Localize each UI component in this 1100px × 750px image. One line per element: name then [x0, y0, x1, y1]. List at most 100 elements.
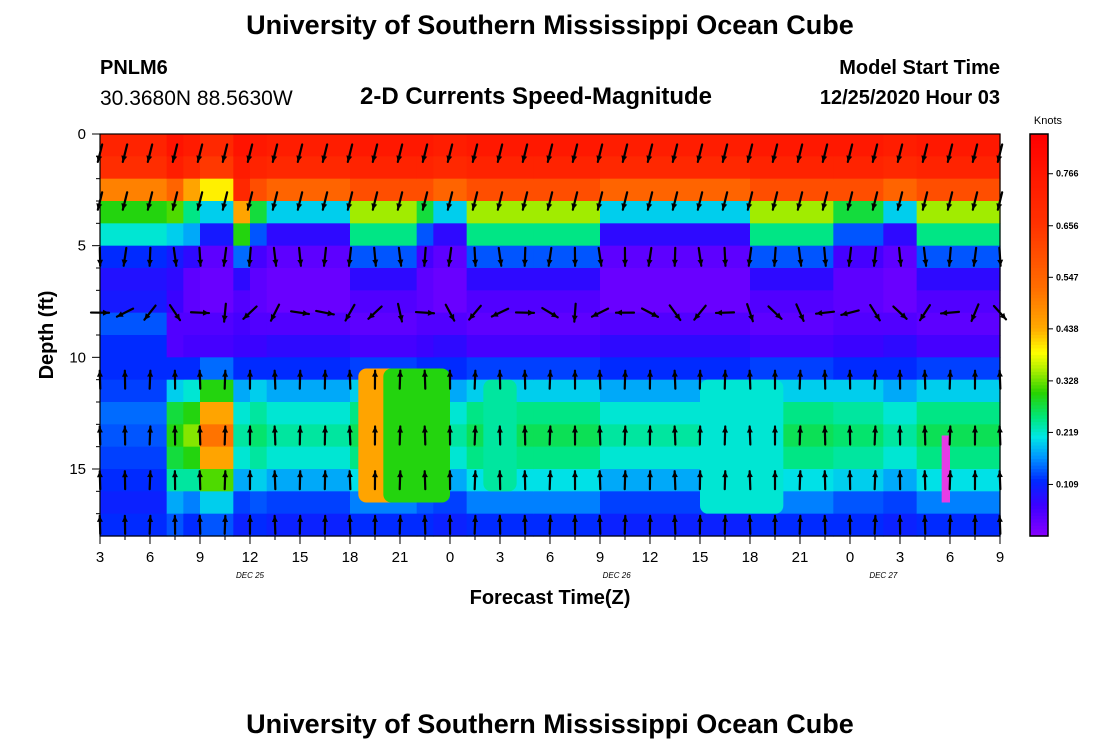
current-arrow: [947, 470, 954, 491]
current-arrow: [571, 191, 579, 211]
colorbar-swatch: [1030, 361, 1048, 366]
current-arrow: [772, 425, 779, 446]
current-arrow: [840, 309, 860, 317]
x-tick-label: 6: [546, 549, 554, 566]
heatmap-cell: [100, 268, 168, 291]
colorbar-swatch: [1030, 311, 1048, 316]
current-arrow: [546, 143, 554, 163]
heatmap-cell: [200, 245, 234, 269]
colorbar-swatch: [1030, 505, 1048, 510]
current-arrow: [246, 246, 253, 267]
current-arrow: [622, 425, 629, 446]
colorbar-swatch: [1030, 465, 1048, 470]
heatmap-cell: [100, 513, 168, 537]
heatmap-cell: [266, 513, 351, 537]
heatmap-cell: [250, 201, 268, 224]
heatmap-cell: [200, 357, 234, 381]
heatmap-cell: [466, 335, 534, 358]
colorbar-swatch: [1030, 448, 1048, 453]
colorbar-swatch: [1030, 381, 1048, 386]
heatmap-cell: [533, 424, 601, 448]
heatmap-cell: [233, 446, 251, 470]
heatmap-cell: [266, 134, 351, 157]
heatmap-cell: [166, 223, 184, 247]
current-arrow: [496, 369, 503, 390]
heatmap-cell: [250, 379, 268, 403]
current-arrow: [271, 369, 278, 390]
current-arrow: [496, 425, 503, 446]
heatmap-cell: [466, 290, 534, 314]
x-tick-label: 18: [342, 549, 359, 566]
heatmap-cell: [533, 402, 601, 425]
colorbar-swatch: [1030, 492, 1048, 497]
current-arrow: [571, 425, 578, 446]
current-arrow: [846, 514, 853, 535]
chart-axes: 3 6 9 12 15 18 21 0 3 6 9 12 15 18 21 0 3 6 9 DEC 25 DEC 26 D…: [36, 126, 1004, 609]
heatmap-cell: [166, 290, 184, 314]
current-arrow: [297, 470, 304, 491]
heatmap-cell: [750, 268, 834, 291]
colorbar-swatch: [1030, 455, 1048, 460]
heatmap-cell: [166, 402, 184, 425]
current-arrow: [396, 143, 404, 163]
heatmap-cell: [250, 178, 268, 202]
heatmap-cell: [166, 201, 184, 224]
current-arrow: [246, 143, 254, 163]
current-arrow: [171, 369, 178, 390]
current-arrow: [521, 514, 528, 535]
current-arrow: [921, 470, 928, 491]
heatmap-cell: [350, 335, 418, 358]
heatmap-cell: [416, 335, 434, 358]
current-arrow: [372, 470, 379, 491]
current-arrow: [121, 425, 128, 446]
heatmap-cell: [100, 201, 168, 224]
colorbar-swatch: [1030, 271, 1048, 276]
current-arrow: [846, 246, 853, 267]
colorbar-swatch: [1030, 227, 1048, 232]
colorbar-swatch: [1030, 264, 1048, 269]
heatmap-cell: [433, 156, 468, 180]
current-arrow: [596, 143, 604, 163]
current-arrow: [472, 514, 479, 535]
heatmap-cell: [600, 156, 751, 180]
heatmap-cell: [916, 290, 951, 314]
current-arrow: [821, 191, 829, 211]
colorbar-swatch: [1030, 217, 1048, 222]
heatmap-cell: [833, 491, 884, 515]
heatmap-cell: [833, 424, 884, 448]
heatmap-cell: [416, 178, 434, 202]
heatmap-cell: [916, 223, 951, 247]
colorbar-swatch: [1030, 318, 1048, 323]
colorbar-swatch: [1030, 134, 1048, 138]
colorbar-swatch: [1030, 194, 1048, 199]
current-arrow: [846, 425, 853, 446]
heatmap-cell: [183, 134, 201, 157]
colorbar-swatch: [1030, 525, 1048, 530]
heatmap-cell: [533, 513, 601, 537]
current-arrow: [222, 369, 229, 390]
heatmap-cell: [916, 379, 951, 403]
current-arrow: [846, 191, 854, 211]
current-arrow: [346, 246, 353, 267]
current-arrow: [222, 470, 229, 491]
heatmap-cell: [833, 245, 884, 269]
heatmap-cell: [600, 201, 751, 224]
colorbar-swatch: [1030, 415, 1048, 420]
current-arrow: [871, 191, 879, 211]
heatmap-cell: [416, 290, 434, 314]
current-arrow: [296, 191, 304, 211]
current-arrow: [346, 369, 353, 390]
current-arrow: [346, 470, 353, 491]
colorbar-swatch: [1030, 278, 1048, 282]
current-arrow: [647, 514, 654, 535]
colorbar-swatch: [1030, 425, 1048, 430]
current-arrow: [721, 191, 729, 211]
heatmap-cell: [533, 357, 601, 381]
current-arrow: [396, 191, 404, 211]
colorbar-swatch: [1030, 308, 1048, 313]
current-arrow: [521, 143, 529, 163]
current-arrow: [541, 306, 559, 319]
current-arrow: [671, 514, 678, 535]
heatmap-cell: [916, 402, 951, 425]
current-arrow: [596, 425, 603, 446]
